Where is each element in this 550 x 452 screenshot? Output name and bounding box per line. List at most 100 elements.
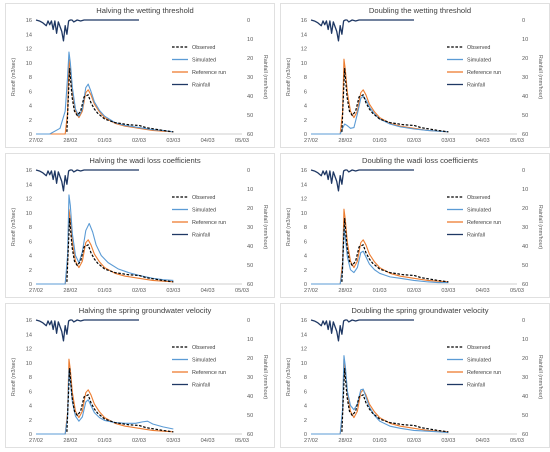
y-axis-title: Runoff (m3/sec) (11, 58, 17, 96)
y2-tick-label: 60 (522, 132, 528, 138)
y2-tick-label: 30 (247, 225, 253, 231)
x-tick-label: 28/02 (63, 438, 77, 444)
y2-tick-label: 60 (522, 432, 528, 438)
y-tick-label: 8 (304, 75, 307, 81)
x-tick-label: 03/03 (166, 438, 180, 444)
x-tick-label: 28/02 (338, 288, 352, 294)
y-tick-label: 12 (301, 47, 307, 53)
chart-panel: Doubling the spring groundwater velocity… (280, 303, 550, 448)
legend-label: Simulated (192, 208, 216, 214)
y2-tick-label: 30 (522, 225, 528, 231)
y-tick-label: 12 (301, 347, 307, 353)
y-tick-label: 10 (301, 61, 307, 67)
y2-tick-label: 0 (247, 18, 250, 24)
legend-label: Rainfall (192, 383, 210, 389)
y2-tick-label: 0 (247, 168, 250, 174)
chart-title: Halving the spring groundwater velocity (79, 306, 212, 315)
y2-tick-label: 40 (247, 94, 253, 100)
y-tick-label: 12 (301, 197, 307, 203)
y-axis-title: Runoff (m3/sec) (11, 358, 17, 396)
y2-tick-label: 10 (522, 37, 528, 43)
y-tick-label: 6 (29, 239, 32, 245)
legend-label: Reference run (467, 370, 501, 376)
x-tick-label: 27/02 (304, 438, 318, 444)
x-tick-label: 02/03 (132, 288, 146, 294)
x-tick-label: 05/03 (510, 138, 524, 144)
chart-svg: Doubling the wetting threshold 0 2 4 6 8 10 12 1… (280, 3, 550, 148)
legend-label: Observed (192, 45, 215, 51)
chart-panel: Halving the spring groundwater velocity 0… (5, 303, 275, 448)
x-tick-label: 03/03 (166, 138, 180, 144)
series-line-reference-run (311, 58, 449, 135)
y2-tick-label: 0 (522, 18, 525, 24)
legend-label: Rainfall (192, 83, 210, 89)
x-tick-label: 02/03 (132, 138, 146, 144)
y2-tick-label: 60 (247, 432, 253, 438)
y2-tick-label: 60 (522, 282, 528, 288)
y-tick-label: 16 (26, 318, 32, 324)
y2-tick-label: 10 (247, 337, 253, 343)
x-tick-label: 27/02 (29, 288, 43, 294)
y2-tick-label: 30 (247, 375, 253, 381)
legend-label: Observed (192, 195, 215, 201)
series-line-rainfall (310, 169, 414, 192)
y-tick-label: 0 (29, 432, 32, 438)
y-tick-label: 0 (29, 132, 32, 138)
series-line-reference-run (36, 58, 174, 135)
x-tick-label: 27/02 (304, 138, 318, 144)
y2-tick-label: 60 (247, 282, 253, 288)
y2-tick-label: 0 (247, 318, 250, 324)
y-tick-label: 2 (29, 118, 32, 124)
chart-svg: Doubling the wadi loss coefficients 0 2 4 6 8… (280, 153, 550, 298)
chart-title: Halving the wetting threshold (96, 6, 194, 15)
legend-label: Reference run (192, 220, 226, 226)
y2-tick-label: 10 (247, 187, 253, 193)
y2-tick-label: 10 (522, 337, 528, 343)
legend-label: Simulated (467, 358, 491, 364)
y2-tick-label: 10 (522, 187, 528, 193)
series-line-observed (341, 217, 449, 283)
y-axis-title: Runoff (m3/sec) (286, 208, 292, 246)
x-tick-label: 28/02 (63, 288, 77, 294)
legend-label: Simulated (467, 58, 491, 64)
chart-panel: Doubling the wadi loss coefficients 0 2 4 6 8… (280, 153, 550, 298)
y-tick-label: 12 (26, 47, 32, 53)
y2-axis-title: Rainfall (mm/hour) (262, 55, 268, 100)
legend-label: Observed (467, 45, 490, 51)
chart-svg: Halving the wetting threshold 0 2 4 6 8 10 12 14… (5, 3, 275, 148)
y2-axis-title: Rainfall (mm/hour) (537, 55, 543, 100)
y2-tick-label: 50 (247, 113, 253, 119)
chart-border (280, 303, 550, 448)
y2-axis-title: Rainfall (mm/hour) (537, 355, 543, 400)
legend-label: Simulated (467, 208, 491, 214)
y-tick-label: 16 (301, 168, 307, 174)
y-tick-label: 6 (29, 389, 32, 395)
legend-label: Rainfall (192, 233, 210, 239)
y-tick-label: 4 (304, 254, 307, 260)
x-tick-label: 03/03 (441, 288, 455, 294)
y2-tick-label: 10 (247, 37, 253, 43)
x-tick-label: 03/03 (166, 288, 180, 294)
y-tick-label: 14 (26, 32, 32, 38)
y-axis-title: Runoff (m3/sec) (286, 58, 292, 96)
series-line-rainfall (35, 319, 139, 342)
y-tick-label: 8 (29, 225, 32, 231)
series-line-rainfall (310, 319, 414, 342)
y-tick-label: 2 (29, 418, 32, 424)
y2-tick-label: 50 (522, 113, 528, 119)
y-axis-title: Runoff (m3/sec) (286, 358, 292, 396)
y2-axis-title: Rainfall (mm/hour) (262, 355, 268, 400)
legend-label: Reference run (467, 70, 501, 76)
y-tick-label: 2 (304, 118, 307, 124)
legend-label: Rainfall (467, 383, 485, 389)
y2-tick-label: 40 (522, 244, 528, 250)
chart-svg: Halving the spring groundwater velocity 0… (5, 303, 275, 448)
y2-tick-label: 50 (247, 263, 253, 269)
legend-label: Rainfall (467, 233, 485, 239)
y2-tick-label: 20 (522, 356, 528, 362)
y2-tick-label: 30 (247, 75, 253, 81)
y2-axis-title: Rainfall (mm/hour) (262, 205, 268, 250)
y-tick-label: 14 (301, 182, 307, 188)
y-tick-label: 12 (26, 347, 32, 353)
series-line-reference-run (36, 358, 174, 435)
